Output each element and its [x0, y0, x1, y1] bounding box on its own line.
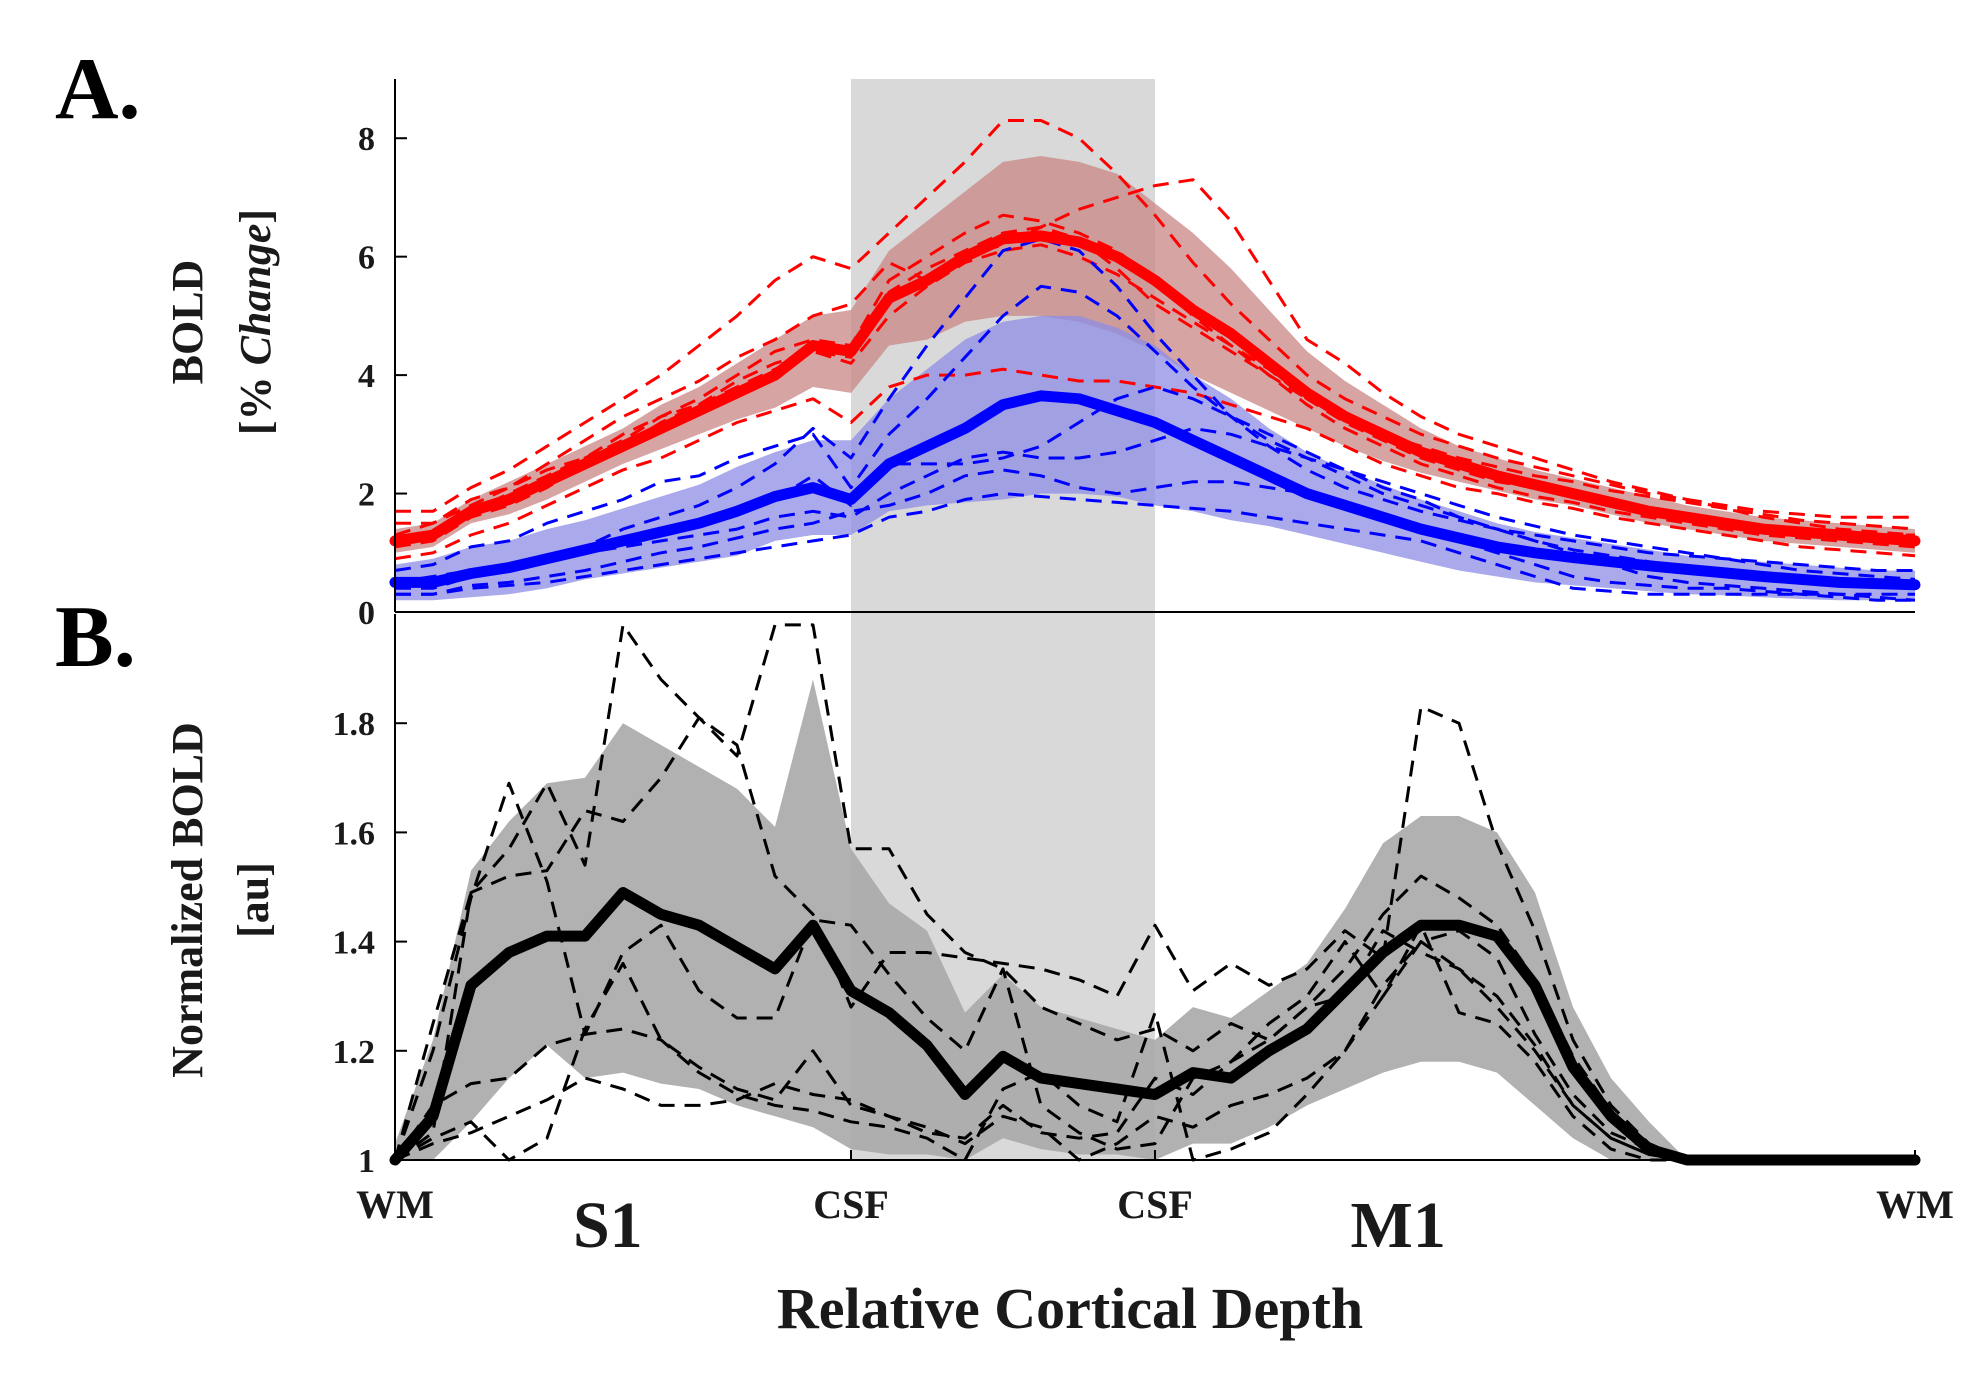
panel-b-yticks: 1 1.2 1.4 1.6 1.8 [333, 706, 407, 1180]
ylabel-units-prefix: [% [231, 365, 280, 435]
subject-line-2 [394, 705, 1915, 1162]
panel-b-xticks: WM CSF CSF WM S1 M1 [356, 1150, 1954, 1262]
panel-b-bands [395, 679, 1915, 1160]
confidence-band-2 [395, 315, 1915, 601]
ytick-label: 8 [358, 121, 375, 158]
ytick-label: 1.2 [333, 1034, 376, 1071]
mean-line-1 [389, 230, 1921, 547]
xtick-label: WM [356, 1182, 434, 1227]
panel-b-label: B. [55, 589, 136, 686]
ytick-label: 1.6 [333, 815, 376, 852]
ytick-label: 1 [358, 1143, 375, 1180]
subject-line-1 [393, 623, 1915, 1162]
subject-line-5 [394, 243, 1916, 549]
ytick-label: 0 [358, 595, 375, 632]
panel-b-ylabel: Normalized BOLD [163, 722, 212, 1078]
x-axis-title: Relative Cortical Depth [777, 1276, 1363, 1341]
confidence-band-1 [395, 679, 1915, 1160]
subject-line-12 [394, 426, 1916, 584]
panel-b-mean-lines [389, 887, 1921, 1166]
confidence-band-1 [395, 156, 1915, 553]
subject-line-2 [395, 119, 1915, 519]
subject-line-3 [394, 178, 1916, 537]
panel-b-ylabel-units: [au] [229, 862, 278, 938]
ytick-label: 1.8 [333, 706, 376, 743]
ytick-label: 4 [358, 358, 375, 395]
subject-line-6 [394, 367, 1916, 561]
region-label: S1 [573, 1189, 643, 1262]
panel-a-ylabel: BOLD [163, 260, 212, 385]
panel-a-yticks: 0 2 4 6 8 [358, 121, 407, 632]
panel-a-axes [394, 79, 1915, 613]
subject-line-10 [395, 385, 1916, 602]
ytick-label: 2 [358, 477, 375, 514]
panel-a-ylabel-units: [% Change] [231, 209, 280, 435]
xtick-label: CSF [1117, 1182, 1193, 1227]
subject-line-11 [395, 492, 1915, 596]
panel-b: 1 1.2 1.4 1.6 1.8 WM CSF CSF WM S1 M1 B. Normaliz… [55, 589, 1954, 1341]
region-label: M1 [1351, 1189, 1446, 1262]
mean-line-1 [389, 887, 1921, 1166]
ylabel-units-suffix: ] [231, 209, 280, 224]
subject-line-7 [394, 225, 1916, 543]
xtick-label: WM [1876, 1182, 1954, 1227]
panel-a-bands [395, 156, 1915, 601]
subject-line-9 [394, 284, 1915, 572]
ytick-label: 6 [358, 240, 375, 277]
mean-line-2 [389, 390, 1921, 591]
ylabel-units-italic: Change [231, 224, 280, 366]
subject-line-8 [395, 237, 1915, 590]
panel-a: 0 2 4 6 8 A. BOLD [% Change] [55, 41, 1921, 632]
panel-a-label: A. [55, 41, 141, 138]
ytick-label: 1.4 [333, 925, 376, 962]
panel-a-mean-lines [389, 230, 1921, 591]
xtick-label: CSF [813, 1182, 889, 1227]
